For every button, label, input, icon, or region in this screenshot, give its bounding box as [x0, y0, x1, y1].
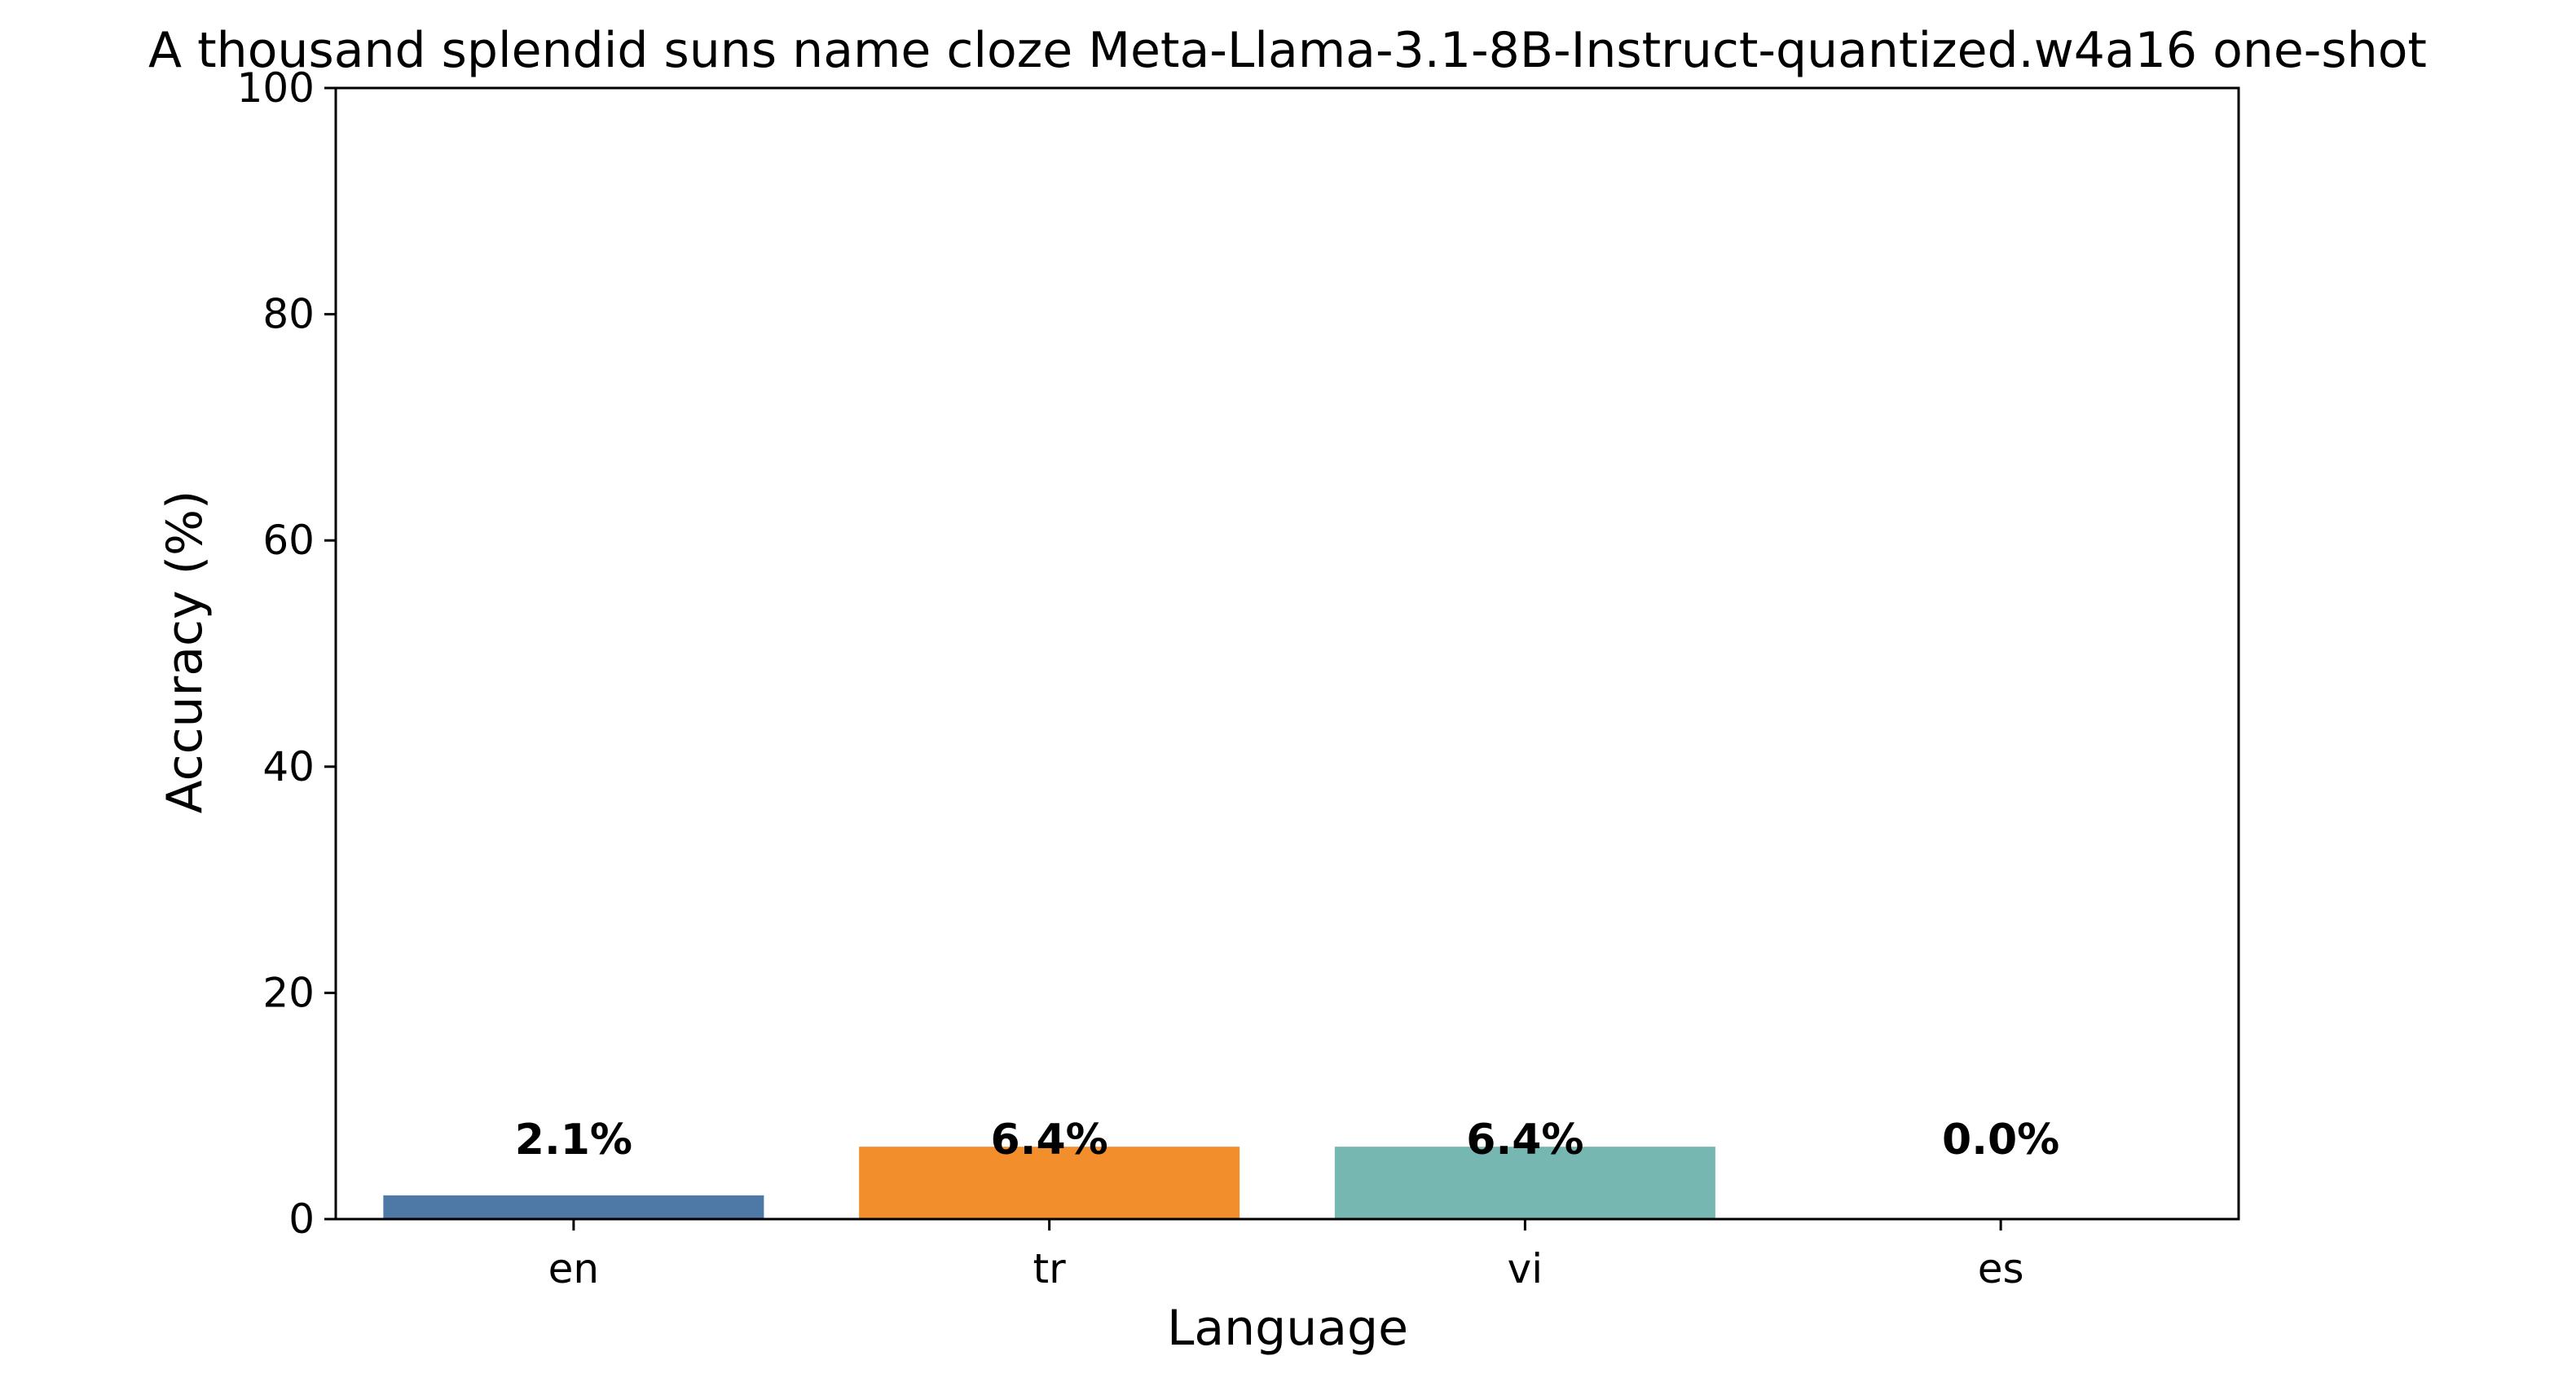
y-axis-label: Accuracy (%): [156, 491, 214, 814]
y-tick-label: 20: [262, 969, 315, 1016]
chart-title: A thousand splendid suns name cloze Meta…: [148, 22, 2427, 79]
x-axis-label: Language: [1167, 1300, 1408, 1357]
bar-vi: [1334, 1147, 1715, 1219]
data-label-vi: 6.4%: [1466, 1116, 1583, 1164]
bar-tr: [859, 1147, 1240, 1219]
data-label-en: 2.1%: [515, 1116, 632, 1164]
plot-area: 0 20 40 60 80 100 en tr vi es 2.1% 6.4% 6.4% 0.0%: [237, 64, 2240, 1292]
y-tick-label: 100: [237, 64, 315, 112]
y-tick-label: 80: [262, 291, 315, 338]
plot-frame: [334, 86, 2240, 1221]
y-tick-label: 40: [262, 743, 315, 790]
bar-en: [383, 1195, 764, 1219]
x-tick-label: en: [548, 1245, 599, 1292]
x-tick-label: es: [1978, 1245, 2024, 1292]
y-tick-label: 60: [262, 517, 315, 564]
x-tick-label: tr: [1033, 1245, 1067, 1292]
data-label-es: 0.0%: [1942, 1116, 2059, 1164]
y-tick-label: 0: [288, 1195, 315, 1243]
data-label-tr: 6.4%: [991, 1116, 1108, 1164]
x-tick-label: vi: [1508, 1245, 1543, 1292]
